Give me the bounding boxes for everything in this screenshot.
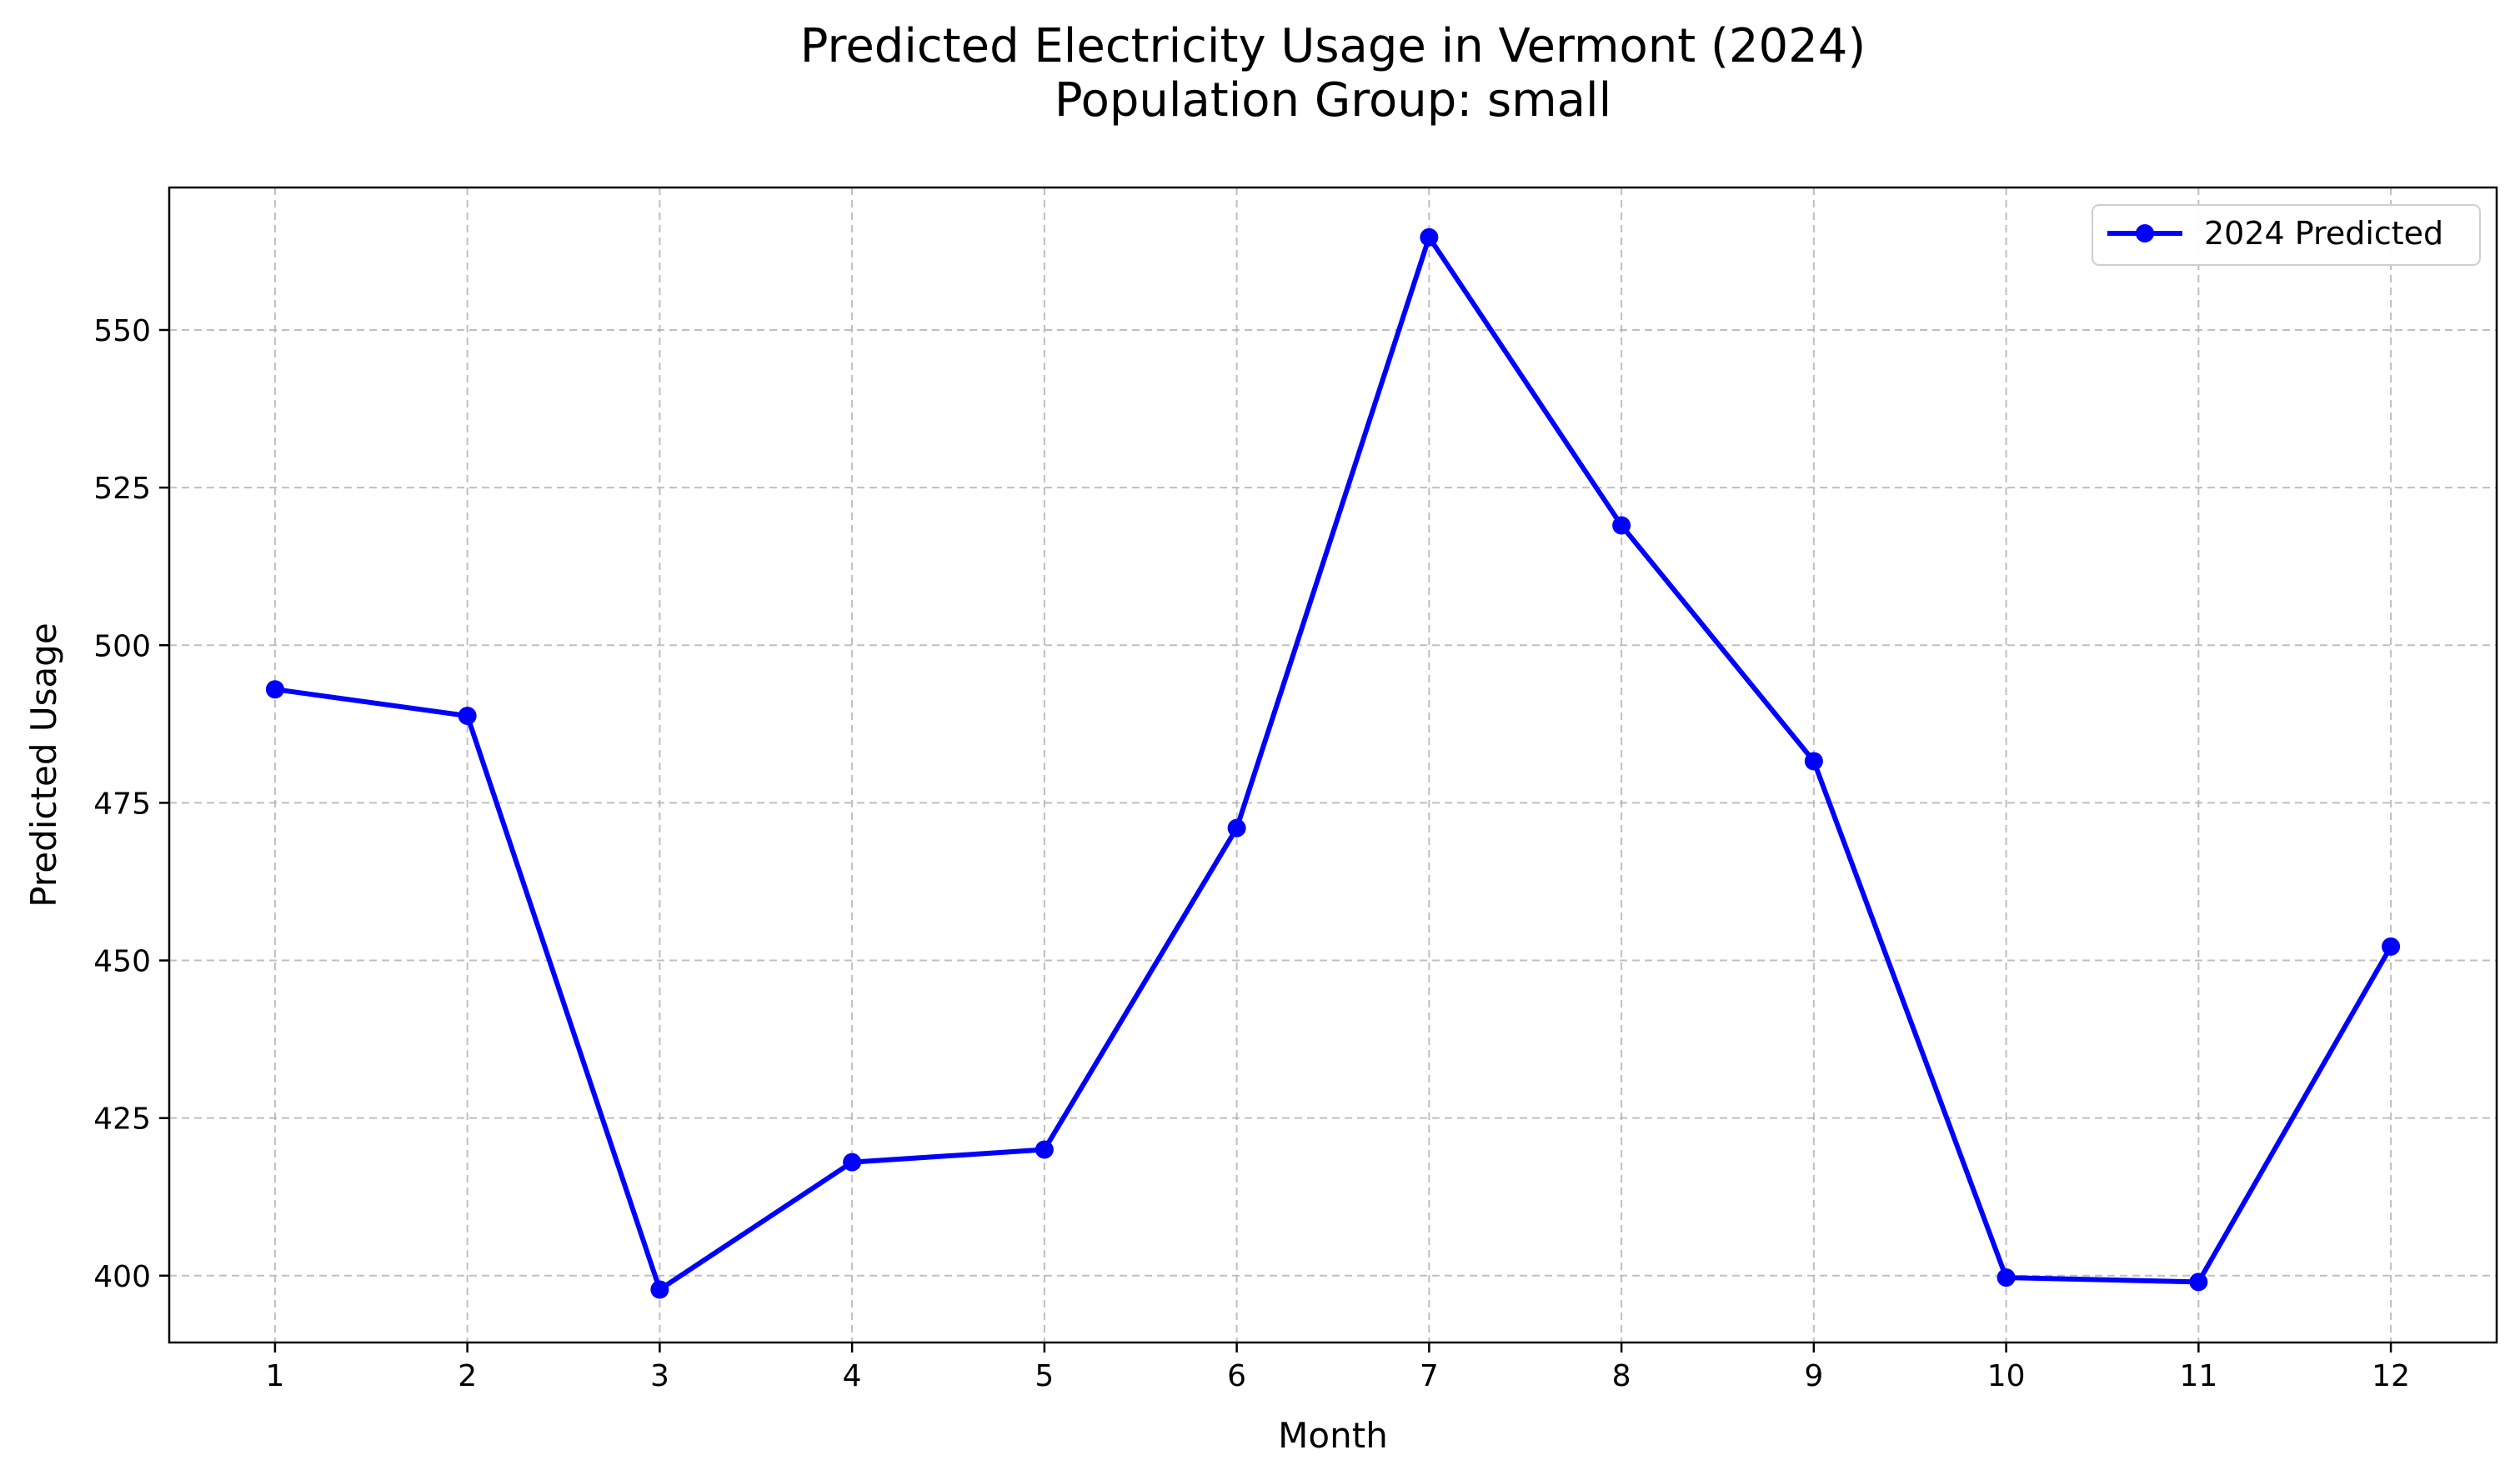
x-tick-label: 12	[2372, 1359, 2410, 1393]
y-tick-label: 475	[93, 787, 151, 821]
y-tick-label: 550	[93, 314, 151, 348]
plot-area	[168, 186, 2498, 1344]
data-point	[458, 706, 477, 725]
x-tick-label: 2	[458, 1359, 477, 1393]
x-tick-label: 7	[1420, 1359, 1439, 1393]
series-line	[272, 234, 2394, 1292]
x-tick-label: 6	[1227, 1359, 1246, 1393]
legend-entry-label: 2024 Predicted	[2204, 215, 2443, 252]
x-tick-label: 11	[2179, 1359, 2217, 1393]
x-tick-label: 9	[1804, 1359, 1823, 1393]
data-point	[650, 1280, 669, 1299]
data-point	[1804, 752, 1823, 771]
x-tick-label: 3	[650, 1359, 669, 1393]
y-tick-label: 400	[93, 1260, 151, 1294]
grid	[169, 188, 2497, 1342]
y-tick-label: 425	[93, 1102, 151, 1137]
legend: 2024 Predicted	[2092, 204, 2481, 266]
chart-title: Predicted Electricity Usage in Vermont (…	[800, 19, 1866, 73]
data-point	[1035, 1140, 1054, 1159]
data-point	[1996, 1268, 2016, 1288]
y-tick-label: 500	[93, 629, 151, 663]
chart-subtitle: Population Group: small	[1055, 73, 1611, 128]
legend-box	[2092, 204, 2481, 266]
x-tick-label: 10	[1987, 1359, 2026, 1393]
y-axis-label: Predicted Usage	[23, 622, 64, 907]
data-point	[1420, 228, 1439, 247]
data-point	[1227, 818, 1246, 838]
x-axis-label: Month	[1278, 1415, 1388, 1456]
data-point	[2382, 937, 2401, 956]
x-tick-label: 8	[1612, 1359, 1631, 1393]
x-tick-label: 1	[265, 1359, 284, 1393]
y-tick-label: 525	[93, 472, 151, 506]
data-point	[2189, 1272, 2208, 1292]
data-point	[843, 1152, 862, 1172]
legend-marker-swatch	[2136, 224, 2154, 242]
data-point	[1612, 516, 1631, 535]
x-tick-label: 4	[843, 1359, 862, 1393]
x-tick-label: 5	[1035, 1359, 1054, 1393]
data-series	[265, 228, 2401, 1299]
data-point	[265, 680, 284, 699]
y-tick-label: 450	[93, 945, 151, 979]
